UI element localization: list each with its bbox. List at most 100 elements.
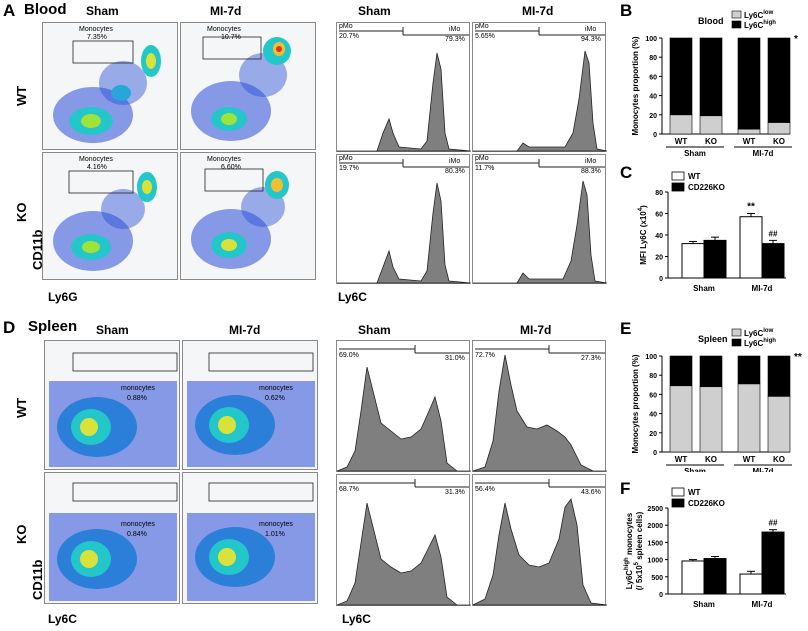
y-axis-label: Monocytes proportion (%)	[631, 36, 640, 135]
y-tick-label: 0	[659, 276, 663, 283]
bar-ly6c-low	[699, 115, 723, 135]
gate-label: monocytes	[121, 521, 155, 528]
y-tick-label: 0	[653, 132, 657, 139]
hist-a-col-mi: MI-7d	[522, 4, 554, 18]
y-tick-label: 80	[655, 190, 663, 197]
density-cloud	[53, 40, 161, 143]
panel-letter-a: A	[3, 1, 16, 20]
imo-percent: 94.3%	[581, 36, 601, 43]
bar-ly6c-low	[737, 383, 761, 453]
panel-letter: E	[620, 320, 631, 338]
x-tick-label: Sham	[693, 284, 715, 293]
imo-percent: 79.3%	[445, 36, 465, 43]
hist-d-col-sham: Sham	[358, 323, 391, 337]
imo-label: iMo	[585, 26, 597, 33]
panel-a-col-mi: MI-7d	[210, 4, 242, 18]
bar-wt	[739, 573, 763, 595]
bar-cd226ko	[761, 531, 785, 595]
density-cloud	[191, 36, 291, 141]
bar-wt	[739, 216, 763, 279]
panel-d-row-ko: KO	[14, 524, 29, 545]
x-tick-label: WT	[743, 455, 756, 464]
pmo-label: pMo	[475, 23, 489, 30]
panel-d-xlabel: Ly6C	[48, 612, 77, 626]
pmo-label: pMo	[475, 155, 489, 162]
legend-swatch	[671, 171, 685, 181]
legend-label: CD226KO	[688, 183, 725, 192]
gate-label: Monocytes	[79, 156, 113, 163]
imo-percent: 43.6%	[581, 489, 601, 496]
density-cloud	[49, 482, 178, 601]
x-tick-label: MI-7d	[752, 600, 773, 609]
pmo-percent: 5.65%	[475, 33, 495, 40]
pmo-label: pMo	[339, 23, 353, 30]
bar-cd226ko	[761, 243, 785, 279]
gate-label: Monocytes	[207, 156, 241, 163]
histogram-d-wt-mi: 72.7% 27.3%	[472, 340, 607, 472]
legend-swatch	[731, 10, 742, 19]
histogram-a-wt-sham: pMo iMo 20.7% 79.3%	[336, 22, 472, 152]
y-axis-label: (/ 5x105 spleen cells)	[634, 511, 644, 590]
density-cloud	[187, 482, 315, 601]
y-tick-label: 20	[649, 113, 657, 120]
legend-swatch	[671, 182, 685, 192]
histogram-d-ko-sham: 68.7% 31.3%	[336, 474, 471, 606]
pmo-percent: 11.7%	[475, 165, 495, 172]
gate-percent: 0.84%	[127, 531, 147, 538]
chart-panel-c: C WT CD226KO 0 20 40 60 80 MFI Ly6C (x104) Sham MI…	[620, 163, 786, 293]
gate-percent: 0.62%	[265, 395, 285, 402]
legend-swatch	[731, 338, 742, 347]
panel-letter: F	[620, 479, 630, 498]
y-tick-label: 80	[649, 373, 657, 380]
chart-panel-f: F WT CD226KO 0 500 1000 1500 2000 2500 Ly6Chigh m…	[620, 479, 786, 609]
bar-cd226ko	[703, 239, 727, 279]
imo-percent: 27.3%	[581, 355, 601, 362]
flow-plot-d-wt-sham: monocytes 0.88%	[44, 340, 180, 470]
histogram-trace	[473, 27, 608, 152]
legend-label: Ly6Chigh	[744, 20, 776, 30]
group-label: Sham	[684, 467, 706, 472]
legend-label: CD226KO	[688, 499, 725, 508]
legend-swatch	[731, 20, 742, 29]
imo-label: iMo	[585, 158, 597, 165]
histogram-d-wt-sham: 69.0% 31.0%	[336, 340, 471, 472]
panel-letter: B	[620, 2, 632, 20]
y-axis-label: Ly6Chigh monocytes	[624, 512, 634, 589]
chart-title: Spleen	[698, 334, 728, 344]
histogram-trace	[337, 159, 472, 284]
gate-percent: 6.60%	[221, 164, 241, 171]
panel-a-tissue: Blood	[24, 1, 67, 18]
x-tick-label: WT	[743, 137, 756, 146]
pmo-label: pMo	[339, 155, 353, 162]
bar-ly6c-high	[767, 355, 791, 397]
x-tick-label: Sham	[693, 600, 715, 609]
flow-plot-a-ko-sham: Monocytes 4.16%	[42, 152, 178, 280]
legend-label: WT	[688, 488, 701, 497]
hist-d-xlabel: Ly6C	[342, 612, 371, 626]
pmo-percent: 56.4%	[475, 486, 495, 493]
y-tick-label: 40	[649, 412, 657, 419]
bar-ly6c-low	[669, 385, 693, 453]
hist-a-xlabel: Ly6C	[338, 290, 367, 304]
bar-ly6c-high	[767, 37, 791, 123]
panel-a-row-wt: WT	[14, 85, 29, 106]
panel-a-row-ko: KO	[14, 202, 29, 223]
hist-d-col-mi: MI-7d	[520, 323, 552, 337]
flow-plot-a-wt-mi: Monocytes 10.7%	[180, 22, 316, 150]
pmo-percent: 69.0%	[339, 352, 359, 359]
panel-d-row-wt: WT	[14, 397, 29, 418]
histogram-trace	[336, 345, 471, 472]
panel-d-col-mi: MI-7d	[229, 323, 261, 337]
bar-ly6c-high	[669, 37, 693, 116]
y-tick-label: 40	[649, 94, 657, 101]
y-tick-label: 60	[649, 74, 657, 81]
panel-a-col-sham: Sham	[86, 4, 119, 18]
y-tick-label: 80	[649, 55, 657, 62]
bar-ly6c-low	[669, 114, 693, 135]
imo-percent: 80.3%	[445, 168, 465, 175]
gate-label: monocytes	[259, 385, 293, 392]
gate-label: Monocytes	[207, 26, 241, 33]
gate-percent: 10.7%	[221, 34, 241, 41]
bar-wt	[681, 243, 705, 279]
legend-label: Ly6Clow	[744, 328, 774, 338]
